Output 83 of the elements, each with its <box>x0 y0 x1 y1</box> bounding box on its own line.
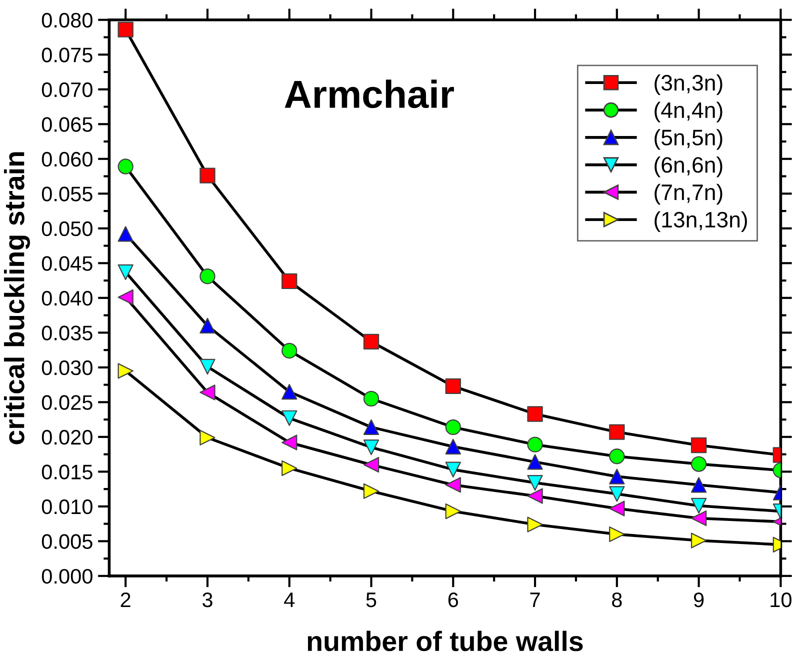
point <box>118 22 134 38</box>
x-tick-label: 9 <box>694 592 704 608</box>
x-tick-label: 8 <box>612 592 622 608</box>
y-tick-label: 0.030 <box>42 360 92 376</box>
y-tick-label: 0.005 <box>42 534 92 549</box>
point <box>527 474 543 491</box>
y-tick-label: 0.000 <box>42 568 92 584</box>
y-tick-label: 0.070 <box>42 82 92 98</box>
legend-label: (3n,3n) <box>654 74 722 96</box>
point <box>609 448 625 464</box>
y-tick-label: 0.080 <box>42 12 92 28</box>
legend-label: (4n,4n) <box>654 102 722 122</box>
point <box>363 419 380 436</box>
point <box>363 334 380 350</box>
x-axis-title: number of tube walls <box>308 630 583 652</box>
point <box>118 226 134 242</box>
legend-label: (7n,7n) <box>654 184 722 205</box>
point <box>690 510 707 526</box>
point <box>282 410 298 426</box>
x-tick-label: 4 <box>284 592 295 608</box>
point <box>527 454 543 470</box>
point <box>282 460 298 476</box>
legend-label: (6n,6n) <box>654 156 722 178</box>
y-tick-label: 0.075 <box>42 48 92 62</box>
point <box>282 342 298 359</box>
y-axis-title: critical buckling strain <box>4 152 30 444</box>
point <box>609 500 625 516</box>
y-tick-label: 0.020 <box>42 430 92 445</box>
point <box>363 483 380 499</box>
point <box>609 424 625 440</box>
point <box>690 456 707 472</box>
point <box>445 378 461 394</box>
x-tick-label: 3 <box>202 592 212 608</box>
point <box>363 440 380 456</box>
y-tick-label: 0.050 <box>42 221 92 236</box>
x-tick-label: 2 <box>120 592 130 608</box>
y-tick-label: 0.045 <box>42 256 92 271</box>
y-tick-label: 0.010 <box>42 499 92 514</box>
point <box>527 488 543 504</box>
x-tick-label: 6 <box>448 592 458 608</box>
point <box>690 532 707 548</box>
point <box>363 456 380 473</box>
point <box>445 438 461 454</box>
y-tick-label: 0.040 <box>42 290 92 306</box>
point <box>445 462 461 478</box>
point <box>527 406 543 422</box>
point <box>200 168 216 184</box>
point <box>690 437 707 454</box>
point <box>609 468 625 484</box>
legend-label: (5n,5n) <box>654 129 722 150</box>
point <box>118 363 134 379</box>
point <box>200 268 216 284</box>
point <box>282 434 298 450</box>
x-tick-label: 10 <box>770 592 792 608</box>
point <box>282 384 298 400</box>
y-tick-label: 0.060 <box>42 152 92 167</box>
point <box>363 390 380 407</box>
point <box>118 289 134 306</box>
point <box>609 526 625 542</box>
y-tick-label: 0.015 <box>42 464 92 480</box>
point <box>527 436 543 452</box>
x-tick-label: 7 <box>530 592 540 608</box>
y-tick-label: 0.035 <box>42 326 92 340</box>
point <box>609 486 625 502</box>
point <box>527 516 543 532</box>
y-tick-label: 0.055 <box>42 186 92 202</box>
x-tick-label: 5 <box>366 592 376 608</box>
point <box>690 477 707 493</box>
point <box>282 273 298 290</box>
point <box>200 318 216 334</box>
point <box>200 358 216 375</box>
y-tick-label: 0.025 <box>42 395 92 410</box>
point <box>445 419 461 436</box>
legend-label: (13n,13n) <box>654 211 747 232</box>
point <box>690 498 707 514</box>
point <box>200 430 216 446</box>
y-tick-label: 0.065 <box>42 117 92 132</box>
point <box>445 477 461 493</box>
point <box>118 158 134 174</box>
point <box>445 503 461 520</box>
point <box>200 384 216 400</box>
point <box>118 264 134 280</box>
annotation: Armchair <box>284 80 454 108</box>
